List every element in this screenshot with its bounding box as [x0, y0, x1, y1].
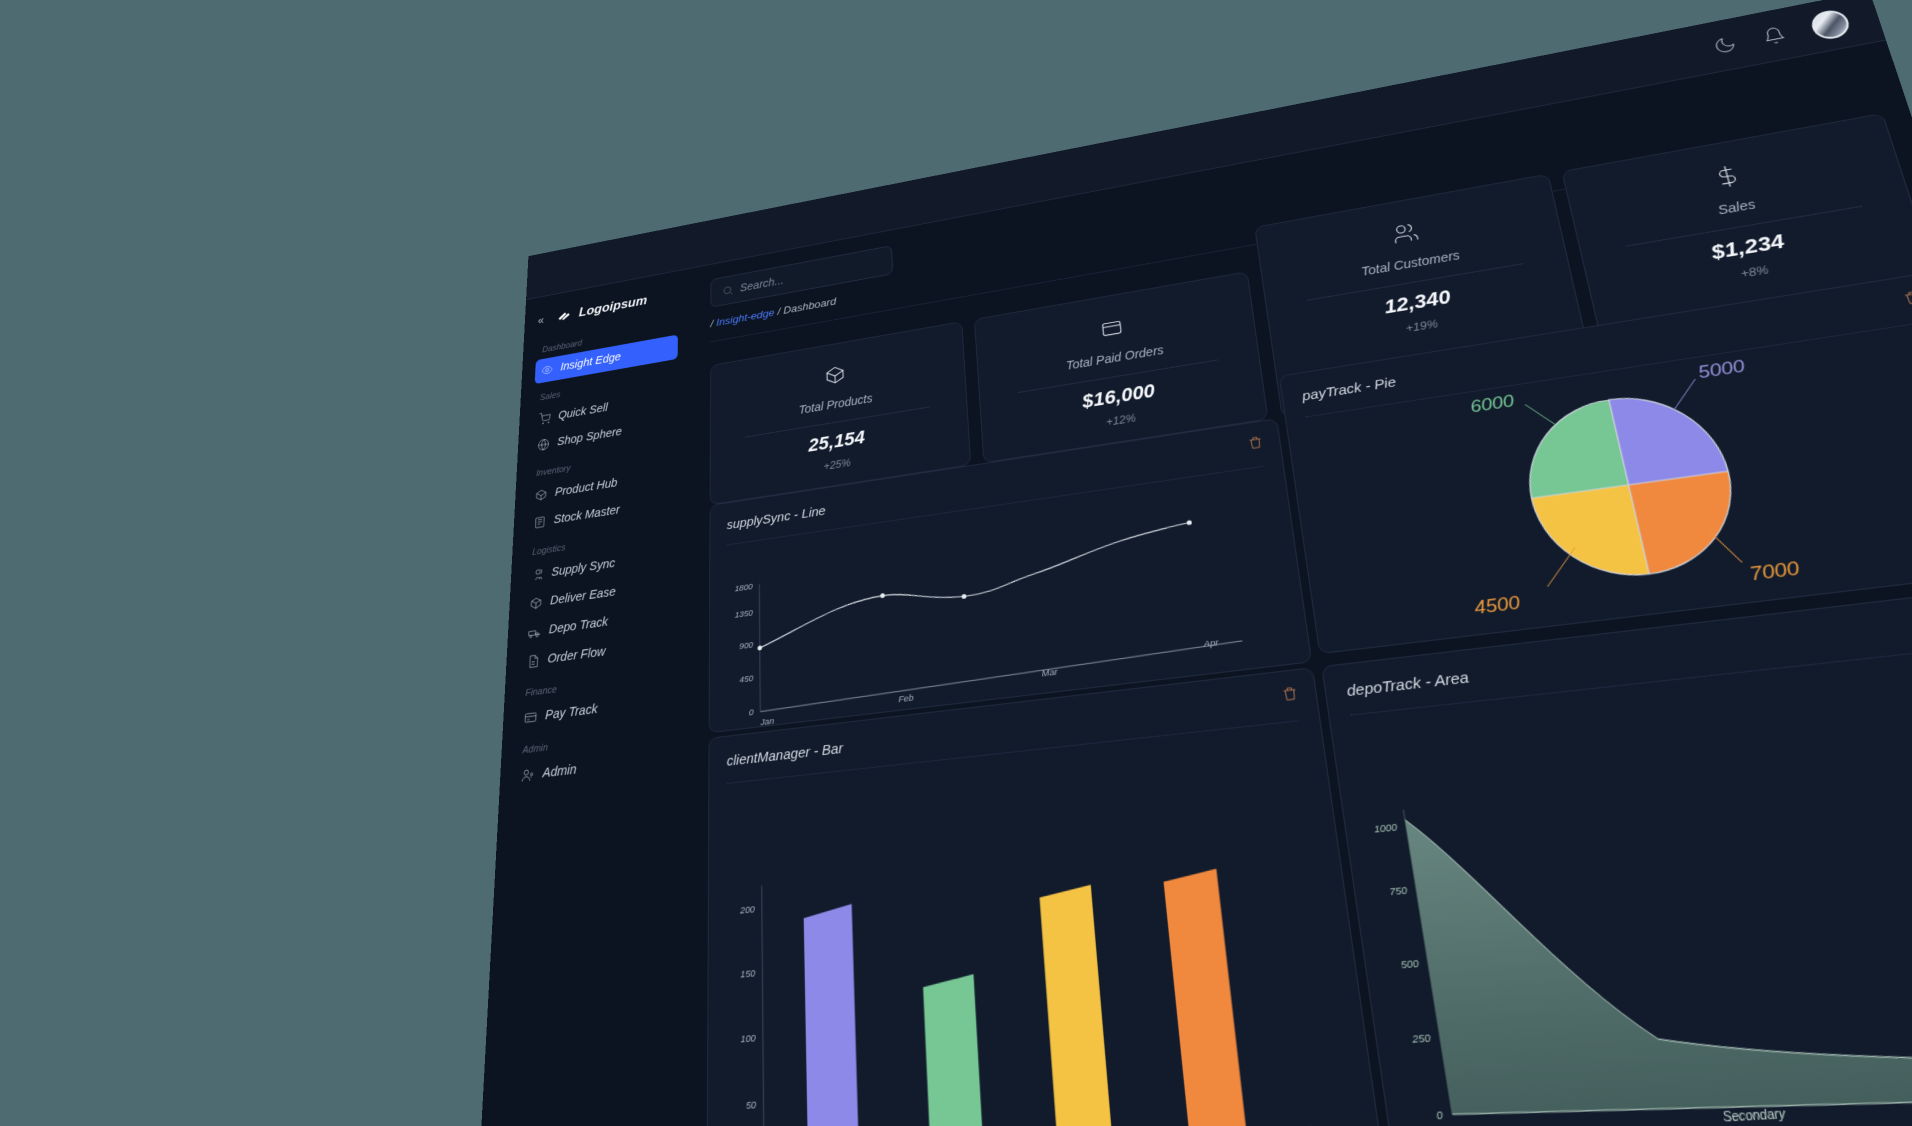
svg-text:50: 50: [746, 1099, 756, 1112]
svg-text:4500: 4500: [1472, 592, 1522, 619]
svg-text:5000: 5000: [1696, 356, 1748, 383]
svg-text:500: 500: [1399, 956, 1419, 970]
svg-text:900: 900: [739, 640, 753, 652]
svg-text:0: 0: [1435, 1108, 1444, 1122]
svg-text:1350: 1350: [735, 607, 753, 619]
svg-text:Jan: Jan: [759, 715, 774, 727]
svg-text:150: 150: [740, 967, 755, 980]
svg-text:6000: 6000: [1469, 391, 1517, 417]
svg-text:Secondary: Secondary: [1721, 1106, 1787, 1124]
svg-text:Mar: Mar: [1041, 666, 1059, 679]
svg-text:200: 200: [739, 904, 755, 917]
svg-text:450: 450: [739, 673, 753, 685]
svg-text:7000: 7000: [1747, 557, 1802, 585]
svg-text:250: 250: [1409, 1031, 1431, 1046]
svg-text:100: 100: [741, 1032, 756, 1045]
svg-text:1000: 1000: [1373, 821, 1398, 835]
svg-text:0: 0: [749, 707, 754, 718]
svg-text:Apr: Apr: [1202, 637, 1221, 650]
svg-text:750: 750: [1388, 884, 1408, 898]
svg-text:1800: 1800: [735, 582, 753, 594]
svg-text:Feb: Feb: [898, 692, 914, 704]
